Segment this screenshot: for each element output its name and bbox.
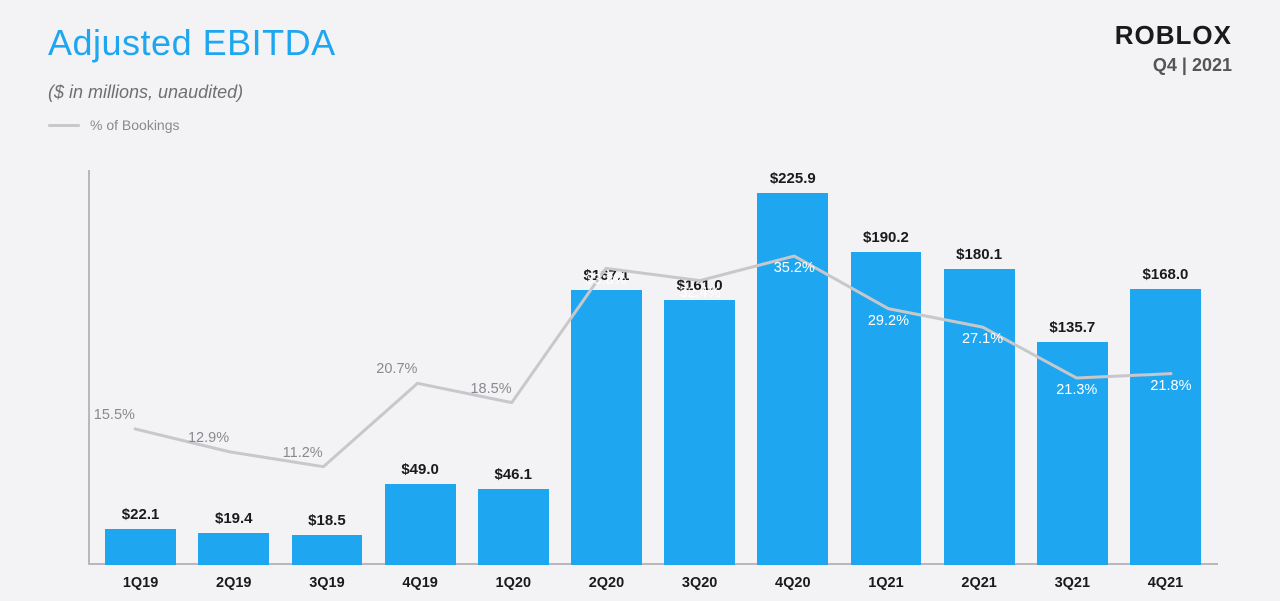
- page-title: Adjusted EBITDA: [48, 22, 1232, 64]
- pct-label: 18.5%: [470, 381, 511, 397]
- page-subtitle: ($ in millions, unaudited): [48, 82, 1232, 103]
- pct-label: 32.4%: [680, 285, 721, 301]
- legend-line-swatch: [48, 124, 80, 127]
- brand-block: ROBLOX Q4 | 2021: [1115, 20, 1232, 76]
- legend: % of Bookings: [48, 117, 1232, 133]
- pct-label: 11.2%: [283, 445, 323, 461]
- x-axis-label: 2Q21: [933, 575, 1026, 591]
- x-axis-label: 4Q21: [1119, 575, 1212, 591]
- pct-label: 20.7%: [376, 361, 417, 377]
- pct-label: 12.9%: [188, 430, 229, 446]
- brand-logo: ROBLOX: [1115, 20, 1232, 51]
- pct-label: 21.3%: [1056, 382, 1097, 398]
- x-axis-label: 3Q21: [1026, 575, 1119, 591]
- x-axis-label: 1Q21: [839, 575, 932, 591]
- x-axis-label: 4Q20: [746, 575, 839, 591]
- pct-label: 29.2%: [868, 313, 909, 329]
- legend-line-label: % of Bookings: [90, 117, 180, 133]
- x-axis-label: 3Q19: [280, 575, 373, 591]
- brand-period: Q4 | 2021: [1115, 55, 1232, 76]
- pct-label: 33.8%: [585, 272, 626, 288]
- x-axis-label: 2Q19: [187, 575, 280, 591]
- pct-label: 15.5%: [94, 407, 135, 423]
- pct-label: 27.1%: [962, 331, 1003, 347]
- chart: $22.1$19.4$18.5$49.0$46.1$167.1$161.0$22…: [88, 170, 1218, 565]
- x-axis-label: 3Q20: [653, 575, 746, 591]
- x-axis-labels: 1Q192Q193Q194Q191Q202Q203Q204Q201Q212Q21…: [88, 575, 1218, 591]
- x-axis-label: 4Q19: [374, 575, 467, 591]
- x-axis-label: 1Q19: [94, 575, 187, 591]
- x-axis-label: 1Q20: [467, 575, 560, 591]
- x-axis-label: 2Q20: [560, 575, 653, 591]
- pct-label: 21.8%: [1150, 378, 1191, 394]
- pct-label: 35.2%: [774, 260, 815, 276]
- slide: ROBLOX Q4 | 2021 Adjusted EBITDA ($ in m…: [0, 0, 1280, 601]
- pct-line: [88, 170, 1218, 565]
